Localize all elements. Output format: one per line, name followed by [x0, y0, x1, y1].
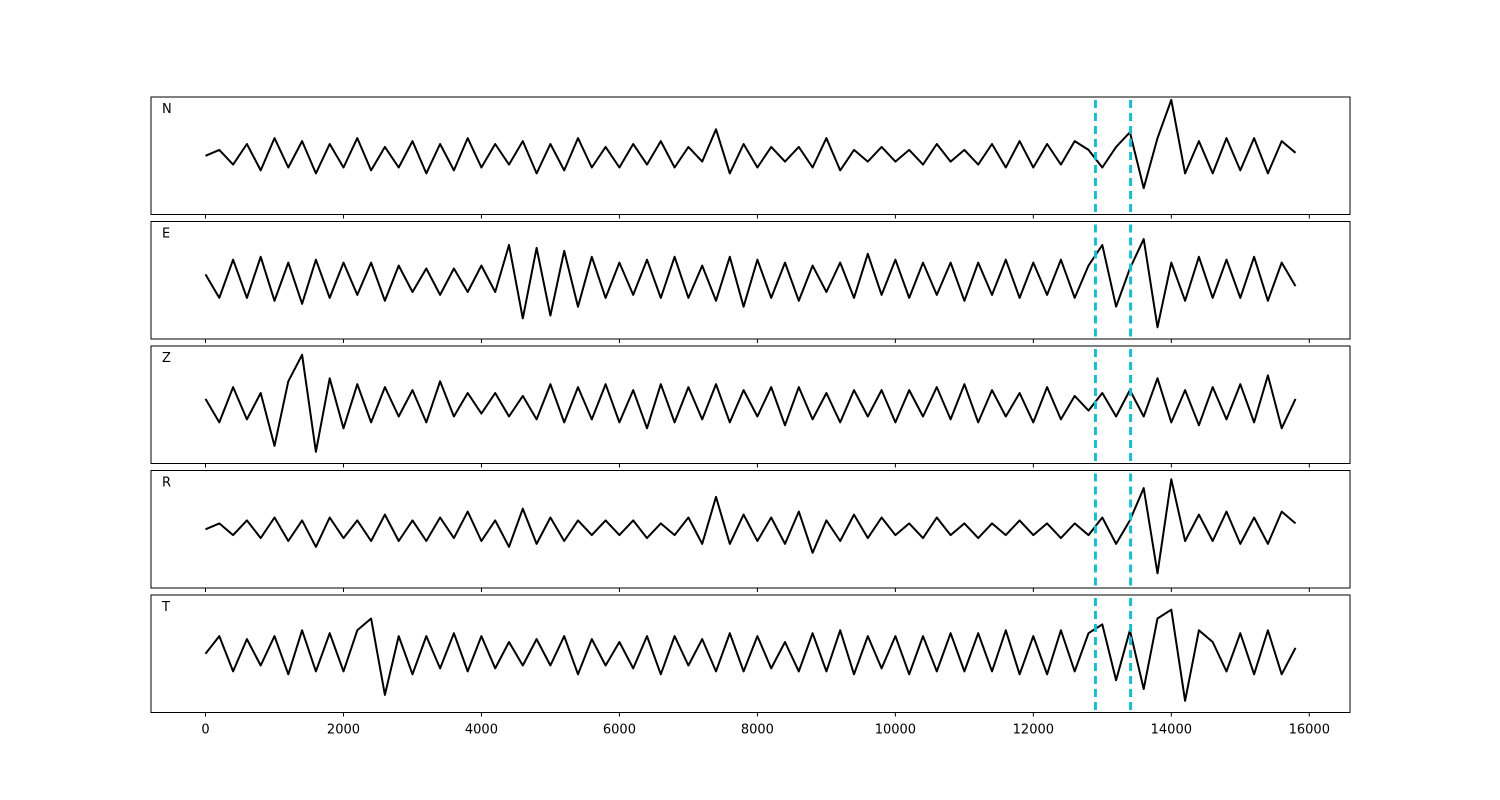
panel-label: E — [162, 227, 170, 242]
waveform — [204, 238, 1297, 329]
panel-label: T — [161, 600, 170, 615]
panel-label: Z — [162, 351, 171, 366]
panel-frame — [150, 96, 1351, 215]
waveform — [204, 608, 1297, 702]
waveform — [205, 98, 1297, 190]
x-tick-label: 14000 — [1151, 723, 1192, 738]
waveform — [204, 353, 1297, 453]
panel-frame — [150, 345, 1351, 464]
waveform — [205, 478, 1297, 575]
x-tick-label: 12000 — [1013, 723, 1054, 738]
panel-label: R — [162, 476, 171, 491]
x-tick-label: 16000 — [1289, 723, 1330, 738]
x-tick-label: 0 — [201, 723, 209, 738]
panel-frame — [150, 221, 1351, 340]
panel-frame — [150, 594, 1351, 713]
x-tick-label: 8000 — [741, 723, 774, 738]
x-tick-label: 6000 — [603, 723, 636, 738]
x-tick-label: 10000 — [875, 723, 916, 738]
panel-label: N — [162, 102, 172, 117]
x-tick-label: 4000 — [465, 723, 498, 738]
panel-frame — [150, 470, 1351, 589]
x-tick-label: 2000 — [327, 723, 360, 738]
